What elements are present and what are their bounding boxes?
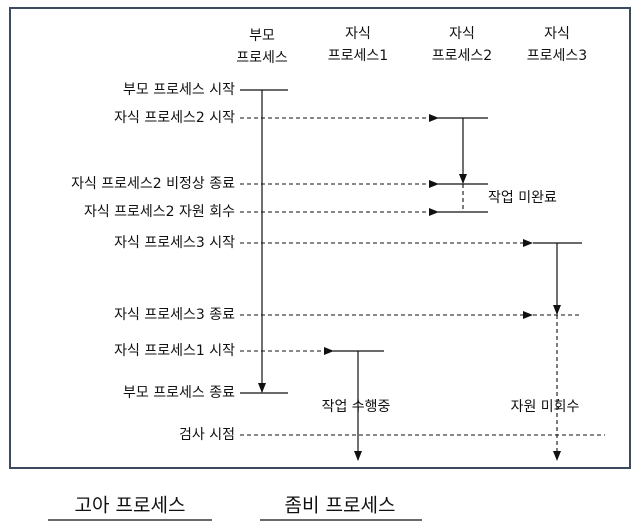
header: 프로세스2 bbox=[432, 48, 492, 64]
notes: 작업 미완료 작업 수행중 자원 미회수 bbox=[322, 190, 580, 415]
legend-item: 고아 프로세스 bbox=[75, 495, 186, 517]
header: 자식 bbox=[345, 26, 371, 42]
event-label: 부모 프로세스 종료 bbox=[123, 385, 235, 401]
event-label: 검사 시점 bbox=[179, 427, 235, 443]
header: 프로세스3 bbox=[527, 48, 587, 64]
event-labels: 부모 프로세스 시작 자식 프로세스2 시작 자식 프로세스2 비정상 종료 자… bbox=[71, 82, 235, 443]
legend: 고아 프로세스 좀비 프로세스 bbox=[48, 495, 422, 521]
note: 작업 수행중 bbox=[322, 399, 391, 415]
header: 자식 bbox=[544, 26, 570, 42]
legend-item: 좀비 프로세스 bbox=[285, 495, 396, 517]
header: 부모 bbox=[249, 28, 275, 44]
header: 자식 bbox=[449, 26, 475, 42]
header: 프로세스1 bbox=[328, 48, 388, 64]
event-label: 자식 프로세스3 종료 bbox=[114, 307, 235, 323]
frame bbox=[9, 7, 631, 469]
timeline bbox=[240, 89, 605, 461]
event-label: 자식 프로세스2 시작 bbox=[114, 110, 235, 126]
event-label: 자식 프로세스1 시작 bbox=[114, 343, 235, 359]
event-label: 부모 프로세스 시작 bbox=[123, 82, 235, 98]
column-headers: 부모 프로세스 자식 프로세스1 자식 프로세스2 자식 프로세스3 bbox=[236, 26, 587, 66]
event-label: 자식 프로세스2 비정상 종료 bbox=[71, 176, 235, 192]
note: 작업 미완료 bbox=[488, 190, 557, 206]
header: 프로세스 bbox=[236, 50, 288, 66]
event-label: 자식 프로세스2 자원 회수 bbox=[84, 204, 235, 220]
note: 자원 미회수 bbox=[511, 399, 580, 415]
event-label: 자식 프로세스3 시작 bbox=[114, 235, 235, 251]
